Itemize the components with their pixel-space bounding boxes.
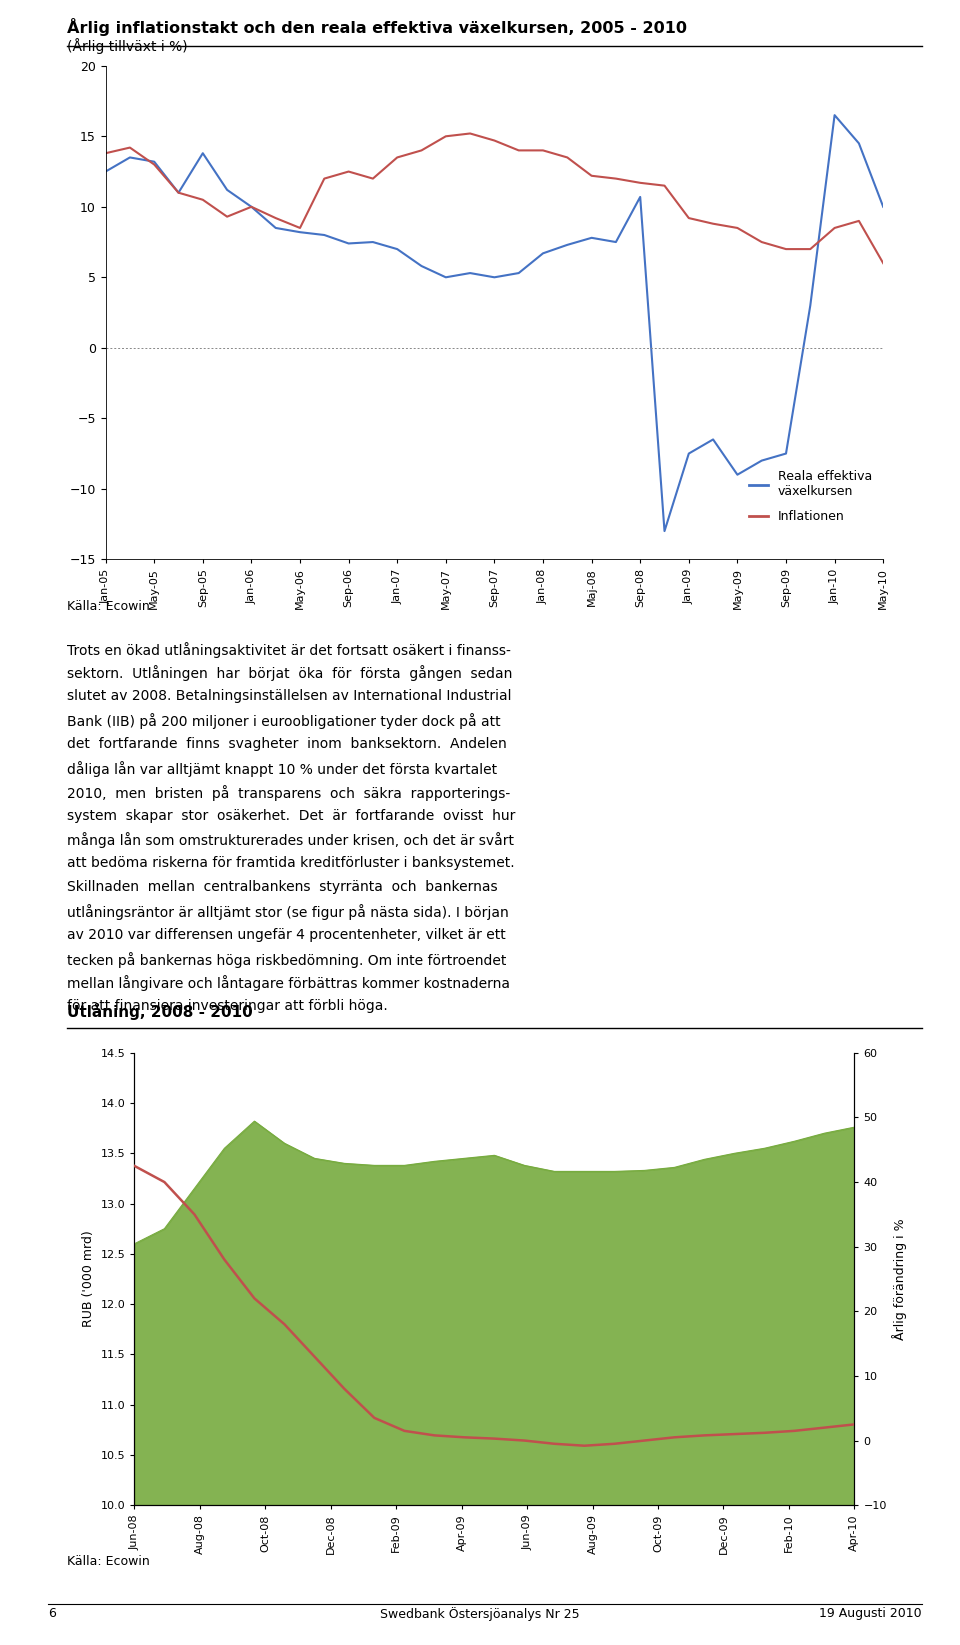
Text: dåliga lån var alltjämt knappt 10 % under det första kvartalet: dåliga lån var alltjämt knappt 10 % unde… [67, 760, 497, 776]
Text: av 2010 var differensen ungefär 4 procentenheter, vilket är ett: av 2010 var differensen ungefär 4 procen… [67, 928, 506, 943]
Text: många lån som omstrukturerades under krisen, och det är svårt: många lån som omstrukturerades under kri… [67, 832, 515, 849]
Text: tecken på bankernas höga riskbedömning. Om inte förtroendet: tecken på bankernas höga riskbedömning. … [67, 951, 507, 967]
Text: Utlåning, 2008 - 2010: Utlåning, 2008 - 2010 [67, 1003, 252, 1020]
Y-axis label: RUB ('000 mrd): RUB ('000 mrd) [82, 1230, 95, 1328]
Text: 6: 6 [48, 1607, 56, 1620]
Text: Trots en ökad utlåningsaktivitet är det fortsatt osäkert i finanss-: Trots en ökad utlåningsaktivitet är det … [67, 642, 511, 658]
Text: att bedöma riskerna för framtida kreditförluster i banksystemet.: att bedöma riskerna för framtida kreditf… [67, 855, 515, 870]
Text: 2010,  men  bristen  på  transparens  och  säkra  rapporterings-: 2010, men bristen på transparens och säk… [67, 785, 511, 801]
Y-axis label: Årlig förändring i %: Årlig förändring i % [893, 1219, 907, 1339]
Text: det  fortfarande  finns  svagheter  inom  banksektorn.  Andelen: det fortfarande finns svagheter inom ban… [67, 737, 507, 752]
Text: Källa: Ecowin: Källa: Ecowin [67, 1555, 150, 1568]
Text: system  skapar  stor  osäkerhet.  Det  är  fortfarande  ovisst  hur: system skapar stor osäkerhet. Det är for… [67, 808, 516, 822]
Text: slutet av 2008. Betalningsinställelsen av International Industrial: slutet av 2008. Betalningsinställelsen a… [67, 689, 512, 704]
Text: sektorn.  Utlåningen  har  börjat  öka  för  första  gången  sedan: sektorn. Utlåningen har börjat öka för f… [67, 665, 513, 681]
Text: mellan långivare och låntagare förbättras kommer kostnaderna: mellan långivare och låntagare förbättra… [67, 975, 510, 992]
Text: Årlig inflationstakt och den reala effektiva växelkursen, 2005 - 2010: Årlig inflationstakt och den reala effek… [67, 18, 687, 36]
Legend: Reala effektiva
växelkursen, Inflationen: Reala effektiva växelkursen, Inflationen [744, 466, 876, 528]
Text: (Årlig tillväxt i %): (Årlig tillväxt i %) [67, 38, 188, 54]
Text: Swedbank Östersjöanalys Nr 25: Swedbank Östersjöanalys Nr 25 [380, 1607, 580, 1620]
Text: Källa: Ecowin: Källa: Ecowin [67, 600, 150, 614]
Text: utlåningsräntor är alltjämt stor (se figur på nästa sida). I början: utlåningsräntor är alltjämt stor (se fig… [67, 905, 509, 920]
Text: 19 Augusti 2010: 19 Augusti 2010 [819, 1607, 922, 1620]
Text: Skillnaden  mellan  centralbankens  styrränta  och  bankernas: Skillnaden mellan centralbankens styrrän… [67, 880, 498, 895]
Text: Bank (IIB) på 200 miljoner i euroobligationer tyder dock på att: Bank (IIB) på 200 miljoner i euroobligat… [67, 712, 501, 729]
Text: för att finansiera investeringar att förbli höga.: för att finansiera investeringar att för… [67, 1000, 388, 1013]
